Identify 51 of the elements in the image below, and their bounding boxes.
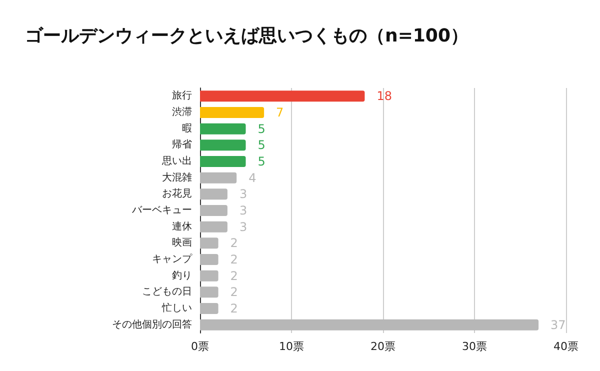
y-tick-label: バーベキュー bbox=[131, 205, 192, 216]
bar bbox=[200, 319, 539, 330]
bar bbox=[200, 90, 365, 102]
data-label: 4 bbox=[248, 170, 256, 185]
bar bbox=[200, 140, 246, 151]
y-tick-label: 連休 bbox=[172, 220, 192, 232]
y-tick-label: こどもの日 bbox=[142, 286, 192, 298]
data-label: 3 bbox=[239, 204, 248, 218]
data-label: 5 bbox=[258, 154, 266, 168]
bar bbox=[200, 238, 218, 249]
y-tick-label: お花見 bbox=[162, 188, 192, 200]
y-tick-label: その他個別の回答 bbox=[112, 318, 192, 330]
bar bbox=[200, 286, 218, 298]
x-tick-label: 40票 bbox=[554, 340, 578, 353]
data-label: 2 bbox=[230, 302, 238, 316]
bar bbox=[200, 254, 218, 265]
data-label: 2 bbox=[230, 252, 238, 266]
bar bbox=[200, 205, 228, 216]
data-label: 2 bbox=[230, 285, 238, 300]
bar bbox=[200, 156, 246, 167]
bar bbox=[200, 107, 264, 118]
data-label: 18 bbox=[376, 89, 392, 104]
data-label: 5 bbox=[258, 122, 266, 136]
x-tick-label: 10票 bbox=[279, 340, 304, 353]
data-label: 5 bbox=[258, 138, 266, 152]
bar bbox=[200, 221, 228, 232]
data-label: 37 bbox=[550, 318, 566, 332]
y-tick-label: 旅行 bbox=[172, 90, 192, 102]
bar bbox=[200, 270, 218, 282]
x-tick-label: 20票 bbox=[370, 340, 396, 353]
y-tick-label: 帰省 bbox=[172, 138, 192, 151]
y-tick-label: 釣り bbox=[172, 270, 192, 282]
y-tick-label: 暇 bbox=[182, 123, 192, 134]
bar bbox=[200, 303, 218, 314]
data-label: 3 bbox=[239, 220, 248, 234]
bar bbox=[200, 188, 228, 200]
bar bbox=[200, 123, 246, 134]
chart-title: ゴールデンウィークといえば思いつくもの（n=100） bbox=[25, 26, 468, 46]
data-label: 7 bbox=[276, 106, 284, 120]
y-tick-label: 忙しい bbox=[161, 302, 192, 314]
y-tick-label: 渋滞 bbox=[172, 106, 192, 118]
y-tick-label: 大混雑 bbox=[162, 171, 192, 184]
data-label: 3 bbox=[239, 187, 248, 202]
x-tick-label: 0票 bbox=[191, 340, 209, 353]
bar bbox=[200, 172, 237, 184]
data-label: 2 bbox=[230, 236, 238, 250]
y-tick-label: 思い出 bbox=[161, 155, 192, 167]
x-tick-label: 30票 bbox=[462, 340, 487, 353]
y-tick-label: キャンプ bbox=[152, 253, 193, 265]
y-tick-label: 映画 bbox=[172, 236, 192, 249]
data-label: 2 bbox=[230, 268, 238, 283]
